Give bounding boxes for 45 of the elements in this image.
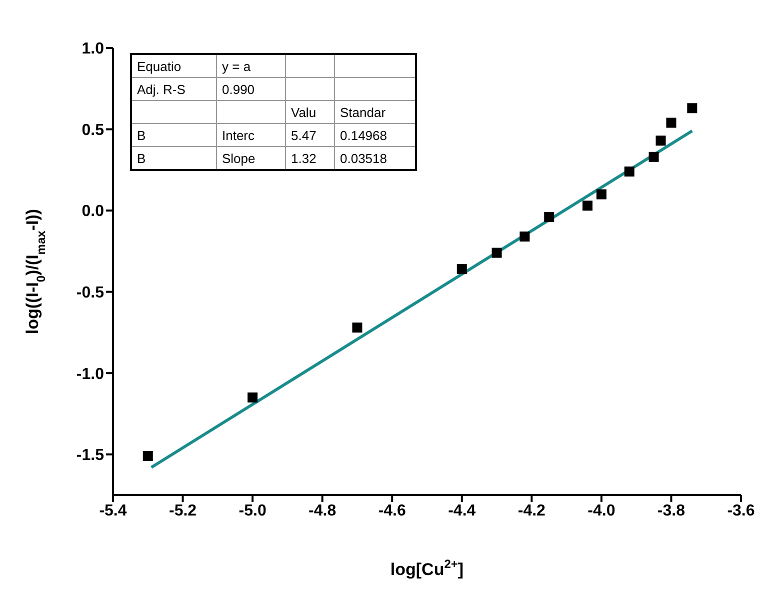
point	[520, 232, 530, 242]
annotation: Equatio	[131, 54, 216, 78]
annotation: B	[131, 146, 216, 170]
annotation: y = a	[216, 54, 286, 78]
x-tick-label: -4.2	[518, 502, 546, 520]
x-tick-label: -3.6	[727, 502, 755, 520]
y-tick-label: -1.5	[76, 447, 104, 464]
point	[352, 322, 362, 333]
annotation: 1.32	[286, 146, 334, 170]
x-tick-label: -4.6	[378, 502, 406, 520]
point	[666, 118, 676, 128]
x-tick-label: -3.8	[657, 502, 686, 520]
point	[624, 166, 634, 177]
point	[582, 200, 592, 211]
point	[492, 248, 502, 258]
annotation: B	[131, 124, 216, 146]
annotation: 0.14968	[334, 124, 416, 146]
y-tick-label: 0.5	[82, 122, 104, 139]
annotation: Interc	[216, 124, 286, 146]
point	[544, 212, 554, 222]
y-tick-label: -1.0	[76, 366, 104, 383]
x-axis-title: log[Cu$^{2+}$]	[390, 557, 464, 579]
point	[142, 450, 153, 461]
y-tick-label: -0.5	[76, 284, 104, 302]
point	[248, 392, 258, 402]
x-tick-label: -5.0	[238, 502, 266, 520]
y-tick-label: 1.0	[82, 40, 104, 58]
point	[656, 136, 666, 146]
annotation: Valu	[286, 100, 334, 124]
annotation: Adj. R-S	[131, 78, 216, 100]
annotation: Standar	[334, 100, 416, 124]
x-tick-label: -5.2	[168, 502, 197, 520]
annotation: Slope	[216, 146, 286, 170]
annotation: 5.47	[286, 124, 334, 146]
x-tick-label: -4.0	[588, 502, 616, 520]
point	[456, 264, 467, 274]
y-tick-label: 0.0	[82, 203, 104, 220]
x-tick-label: -4.8	[308, 502, 336, 520]
annotation: 0.03518	[334, 146, 416, 170]
point	[687, 103, 698, 114]
point	[648, 152, 659, 162]
point	[596, 189, 606, 200]
x-tick-label: -4.4	[448, 502, 476, 520]
x-tick-label: -5.4	[99, 502, 127, 520]
annotation: 0.990	[216, 78, 286, 100]
